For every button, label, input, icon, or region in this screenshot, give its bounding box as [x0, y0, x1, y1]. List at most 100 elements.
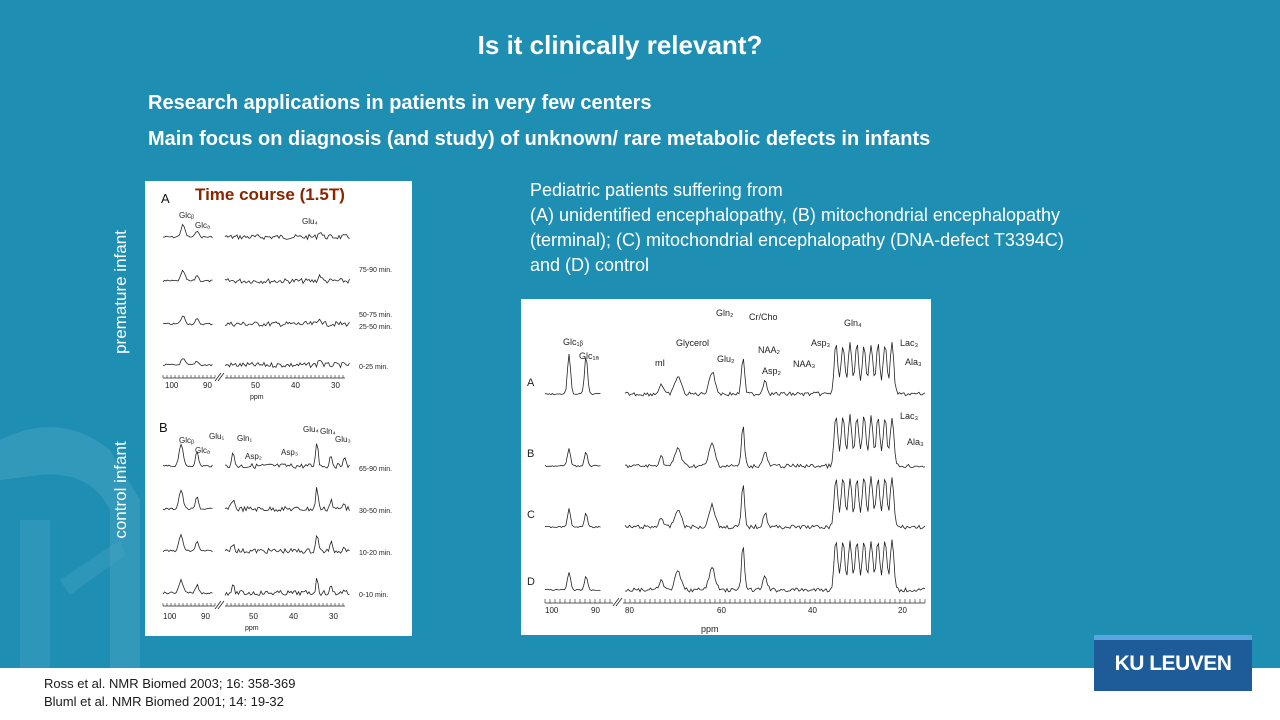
- peak-label: Cr/Cho: [749, 312, 778, 322]
- axis-label-ppm: ppm: [245, 625, 259, 632]
- axis-label-ppm: ppm: [250, 394, 264, 401]
- bullet-main-focus: Main focus on diagnosis (and study) of u…: [148, 128, 931, 150]
- description-line: and (D) control: [530, 255, 650, 275]
- spectrum-trace: [162, 533, 213, 553]
- spectrum-trace: [162, 223, 213, 239]
- spectrum-trace: [544, 572, 601, 592]
- peak-label: NAA₂: [758, 345, 781, 355]
- row-label-b: B: [527, 448, 534, 460]
- peak-label: Glc₁ᵦ: [563, 337, 584, 347]
- time-course-title: Time course (1.5T): [195, 185, 345, 204]
- spectrum-trace: [624, 342, 926, 397]
- axis-tick-label: 90: [203, 381, 212, 390]
- peak-label: Glu₃: [335, 435, 351, 444]
- peak-label: mI: [655, 358, 665, 368]
- axis-tick-label: 50: [249, 612, 258, 621]
- peak-label: Gln₂: [716, 308, 734, 318]
- row-label-c: C: [527, 509, 535, 521]
- spectrum-trace: [224, 359, 350, 369]
- trace-label: 0-10 min.: [359, 592, 388, 599]
- panel-letter-a: A: [161, 191, 170, 206]
- peak-label: Glcᵦ: [179, 211, 194, 220]
- axis-tick-label: 50: [251, 381, 260, 390]
- footer-band: [0, 668, 1280, 720]
- peak-label: Glcᵦ: [179, 436, 194, 445]
- slide-title: Is it clinically relevant?: [477, 30, 763, 60]
- bullet-research-applications: Research applications in patients in ver…: [148, 92, 652, 114]
- reference-bluml: Bluml et al. NMR Biomed 2001; 14: 19-32: [44, 694, 284, 709]
- axis-tick-label: 20: [898, 606, 907, 615]
- spectrum-trace: [224, 578, 350, 597]
- background-watermark-graphic: [0, 427, 140, 670]
- spectrum-trace: [225, 443, 350, 470]
- axis-tick-label: 90: [591, 606, 600, 615]
- peak-label: Glc₁ₐ: [579, 351, 600, 361]
- axis-tick-label: 60: [717, 606, 726, 615]
- peak-label: Lac₃: [900, 411, 919, 421]
- axis-tick-label: 90: [201, 612, 210, 621]
- trace-label: 10-20 min.: [359, 550, 392, 557]
- peak-label: Glu₂: [717, 354, 735, 364]
- spectrum-trace: [544, 508, 601, 529]
- peak-label: Asp₃: [281, 448, 298, 457]
- axis-tick-label: 100: [163, 612, 177, 621]
- spectrum-trace: [544, 448, 601, 468]
- reference-ross: Ross et al. NMR Biomed 2003; 16: 358-369: [44, 676, 296, 691]
- spectrum-trace: [625, 539, 926, 593]
- patient-spectra: A B C D Glc₁ᵦ Glc₁ₐ mI Glycerol Glu₂ Gln…: [527, 308, 926, 634]
- logo-accent-bar: [1094, 635, 1252, 640]
- spectrum-trace: [224, 534, 350, 554]
- peak-label: NAA₃: [793, 359, 816, 369]
- peak-label: Lac₃: [900, 338, 919, 348]
- spectrum-trace: [162, 315, 213, 326]
- spectrum-trace: [224, 318, 350, 327]
- description-line: Pediatric patients suffering from: [530, 180, 783, 200]
- side-label-control-infant: control infant: [111, 441, 130, 539]
- axis-tick-label: 40: [291, 381, 300, 390]
- spectrum-trace: [224, 273, 350, 285]
- spectrum-trace: [163, 358, 213, 367]
- spectrum-trace: [162, 269, 213, 283]
- trace-label: 75-90 min.: [359, 267, 392, 274]
- trace-label: 65-90 min.: [359, 466, 392, 473]
- axis-tick-label: 80: [625, 606, 634, 615]
- axis-tick-label: 100: [165, 381, 179, 390]
- peak-label: Gln₁: [237, 434, 252, 443]
- spectrum-trace: [624, 413, 926, 470]
- side-label-premature-infant: premature infant: [111, 230, 130, 354]
- peak-label: Gln₄: [844, 318, 862, 328]
- spectrum-trace: [224, 487, 350, 513]
- peak-label: Ala₃: [907, 437, 924, 447]
- spectrum-trace: [224, 232, 350, 241]
- axis-tick-label: 100: [545, 606, 559, 615]
- trace-label: 30-50 min.: [359, 508, 392, 515]
- description-line: (terminal); (C) mitochondrial encephalop…: [530, 230, 1064, 250]
- logo-text: KU LEUVEN: [1114, 652, 1232, 675]
- peak-label: Glu₄: [303, 425, 319, 434]
- peak-label: Ala₃: [905, 357, 922, 367]
- spectrum-trace: [624, 476, 926, 530]
- axis-label-ppm: ppm: [701, 624, 719, 634]
- axis-tick-label: 30: [331, 381, 340, 390]
- peak-label: Glcₐ: [195, 221, 211, 230]
- peak-label: Glycerol: [676, 338, 709, 348]
- panel-letter-b: B: [159, 420, 168, 435]
- trace-label: 25-50 min.: [359, 324, 392, 331]
- row-label-d: D: [527, 576, 535, 588]
- spectrum-trace: [162, 443, 213, 468]
- peak-label: Asp₃: [811, 338, 831, 348]
- peak-label: Glu₄: [302, 217, 318, 226]
- spectrum-trace: [162, 578, 213, 595]
- time-course-spectra: A B Glcᵦ Glcₐ Glu₄ 75-90 min. 50-75 min.…: [159, 191, 392, 632]
- time-course-figure: A B Glcᵦ Glcₐ Glu₄ 75-90 min. 50-75 min.…: [145, 181, 412, 636]
- patient-description: Pediatric patients suffering from (A) un…: [530, 178, 1166, 278]
- axis-tick-label: 40: [289, 612, 298, 621]
- patient-spectra-figure: A B C D Glc₁ᵦ Glc₁ₐ mI Glycerol Glu₂ Gln…: [521, 299, 931, 635]
- trace-label: 0-25 min.: [359, 364, 388, 371]
- spectrum-trace: [544, 353, 601, 396]
- peak-label: Asp₂: [245, 452, 262, 461]
- peak-label: Glu₁: [209, 432, 224, 441]
- peak-label: Glcₐ: [195, 446, 211, 455]
- ku-leuven-logo: KU LEUVEN: [1094, 635, 1252, 691]
